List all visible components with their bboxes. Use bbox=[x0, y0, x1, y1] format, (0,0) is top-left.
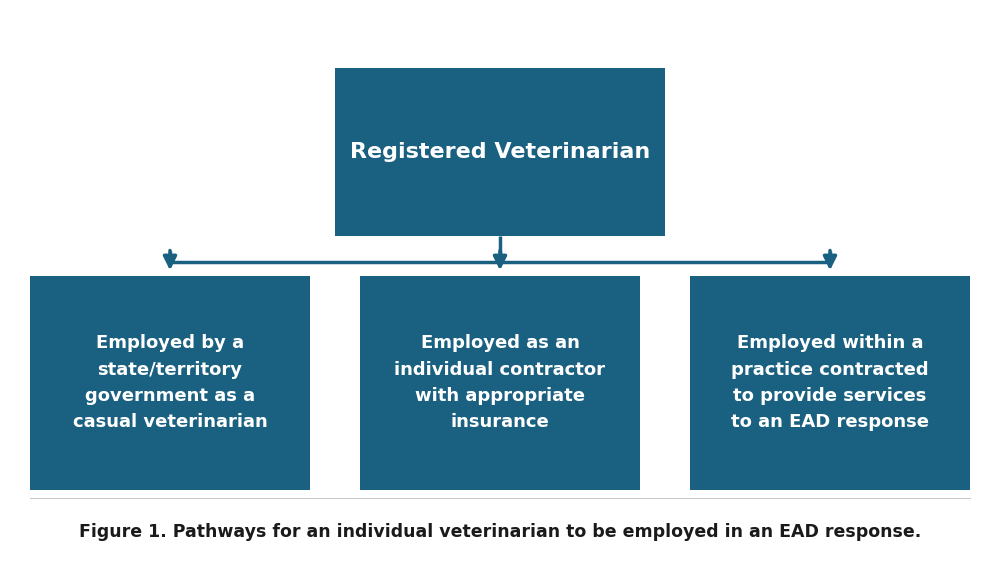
FancyBboxPatch shape bbox=[335, 68, 665, 236]
Text: Employed by a
state/territory
government as a
casual veterinarian: Employed by a state/territory government… bbox=[73, 334, 267, 431]
FancyBboxPatch shape bbox=[30, 276, 310, 490]
FancyBboxPatch shape bbox=[690, 276, 970, 490]
Text: Employed as an
individual contractor
with appropriate
insurance: Employed as an individual contractor wit… bbox=[394, 334, 606, 431]
Text: Figure 1. Pathways for an individual veterinarian to be employed in an EAD respo: Figure 1. Pathways for an individual vet… bbox=[79, 523, 921, 541]
Text: Employed within a
practice contracted
to provide services
to an EAD response: Employed within a practice contracted to… bbox=[731, 334, 929, 431]
FancyBboxPatch shape bbox=[360, 276, 640, 490]
Text: Registered Veterinarian: Registered Veterinarian bbox=[350, 142, 650, 162]
